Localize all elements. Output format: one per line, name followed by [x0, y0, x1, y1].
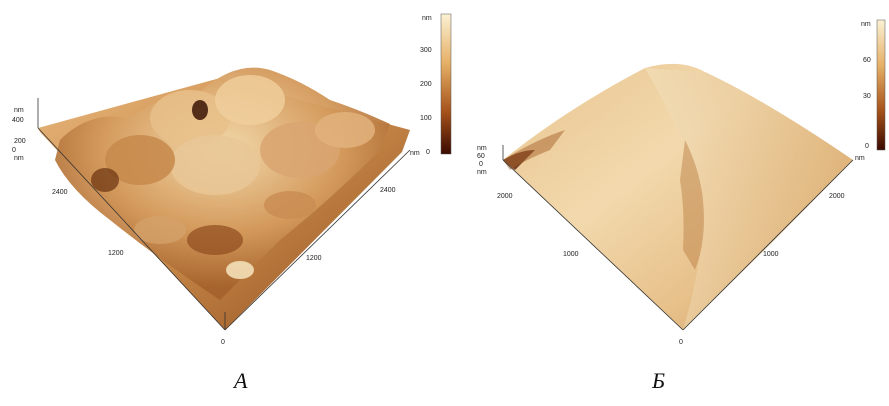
afm-panel-a: nm 400 200 0 nm 2400 1200 1200 2400 nm 0…	[12, 13, 452, 393]
afm-3d-surface-a: nm 400 200 0 nm 2400 1200 1200 2400 nm 0…	[12, 13, 452, 346]
z-unit-a: nm	[14, 107, 24, 114]
corner-label-b: 0	[679, 339, 683, 346]
x-unit-b: nm	[855, 155, 865, 162]
panel-caption-a: A	[234, 368, 248, 393]
y-unit-b: nm	[477, 169, 487, 176]
y-tick-a-1200: 1200	[108, 250, 124, 257]
corner-label-a: 0	[221, 339, 225, 346]
colorbar-a	[440, 13, 452, 155]
colorbar-unit-b: nm	[861, 21, 871, 28]
colorbar-tick-a-0: 0	[426, 149, 430, 156]
z-tick-b-60: 60	[477, 153, 485, 160]
colorbar-tick-b-60: 60	[863, 57, 871, 64]
colorbar-tick-a-300: 300	[420, 47, 432, 54]
y-tick-b-1000: 1000	[563, 251, 579, 258]
colorbar-tick-b-0: 0	[865, 143, 869, 150]
colorbar-tick-a-100: 100	[420, 115, 432, 122]
y-tick-a-2400: 2400	[52, 189, 68, 196]
afm-3d-surface-b: nm 60 0 nm 2000 1000 1000 2000 nm 0 nm 6…	[477, 19, 886, 346]
y-tick-b-2000: 2000	[497, 193, 513, 200]
x-tick-a-1200: 1200	[306, 255, 322, 262]
colorbar-b	[876, 19, 886, 151]
colorbar-tick-a-200: 200	[420, 81, 432, 88]
z-tick-a-1: 200	[14, 138, 26, 145]
z-unit-b: nm	[477, 145, 487, 152]
y-unit-a: nm	[14, 155, 24, 162]
z-tick-a-2: 0	[12, 147, 16, 154]
z-tick-a-0: 400	[12, 117, 24, 124]
x-tick-a-2400: 2400	[380, 187, 396, 194]
colorbar-unit-a: nm	[422, 15, 432, 22]
x-tick-b-1000: 1000	[763, 251, 779, 258]
x-unit-a: nm	[410, 150, 420, 157]
afm-panel-b: nm 60 0 nm 2000 1000 1000 2000 nm 0 nm 6…	[445, 0, 889, 406]
panel-caption-b: Б	[652, 368, 665, 393]
z-tick-b-0: 0	[479, 161, 483, 168]
colorbar-tick-b-30: 30	[863, 93, 871, 100]
x-tick-b-2000: 2000	[829, 193, 845, 200]
